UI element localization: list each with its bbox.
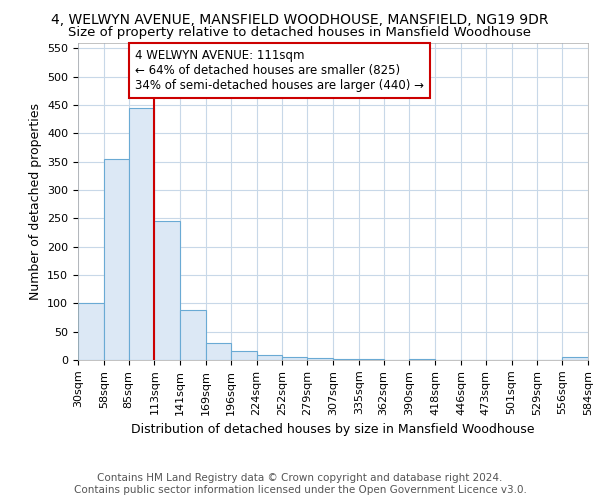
Bar [154,221,180,360]
Bar [257,356,283,360]
Bar [283,357,307,360]
Bar [562,357,588,360]
Text: 4 WELWYN AVENUE: 111sqm
← 64% of detached houses are smaller (825)
34% of semi-d: 4 WELWYN AVENUE: 111sqm ← 64% of detache… [135,50,424,92]
Bar [359,359,383,360]
Y-axis label: Number of detached properties: Number of detached properties [29,103,41,300]
Bar [333,359,359,360]
Bar [104,158,128,360]
Bar [231,352,257,360]
X-axis label: Distribution of detached houses by size in Mansfield Woodhouse: Distribution of detached houses by size … [131,423,535,436]
Bar [78,304,104,360]
Bar [180,310,206,360]
Bar [128,108,154,360]
Text: 4, WELWYN AVENUE, MANSFIELD WOODHOUSE, MANSFIELD, NG19 9DR: 4, WELWYN AVENUE, MANSFIELD WOODHOUSE, M… [51,12,549,26]
Text: Size of property relative to detached houses in Mansfield Woodhouse: Size of property relative to detached ho… [68,26,532,39]
Bar [206,343,231,360]
Bar [307,358,333,360]
Text: Contains HM Land Registry data © Crown copyright and database right 2024.
Contai: Contains HM Land Registry data © Crown c… [74,474,526,495]
